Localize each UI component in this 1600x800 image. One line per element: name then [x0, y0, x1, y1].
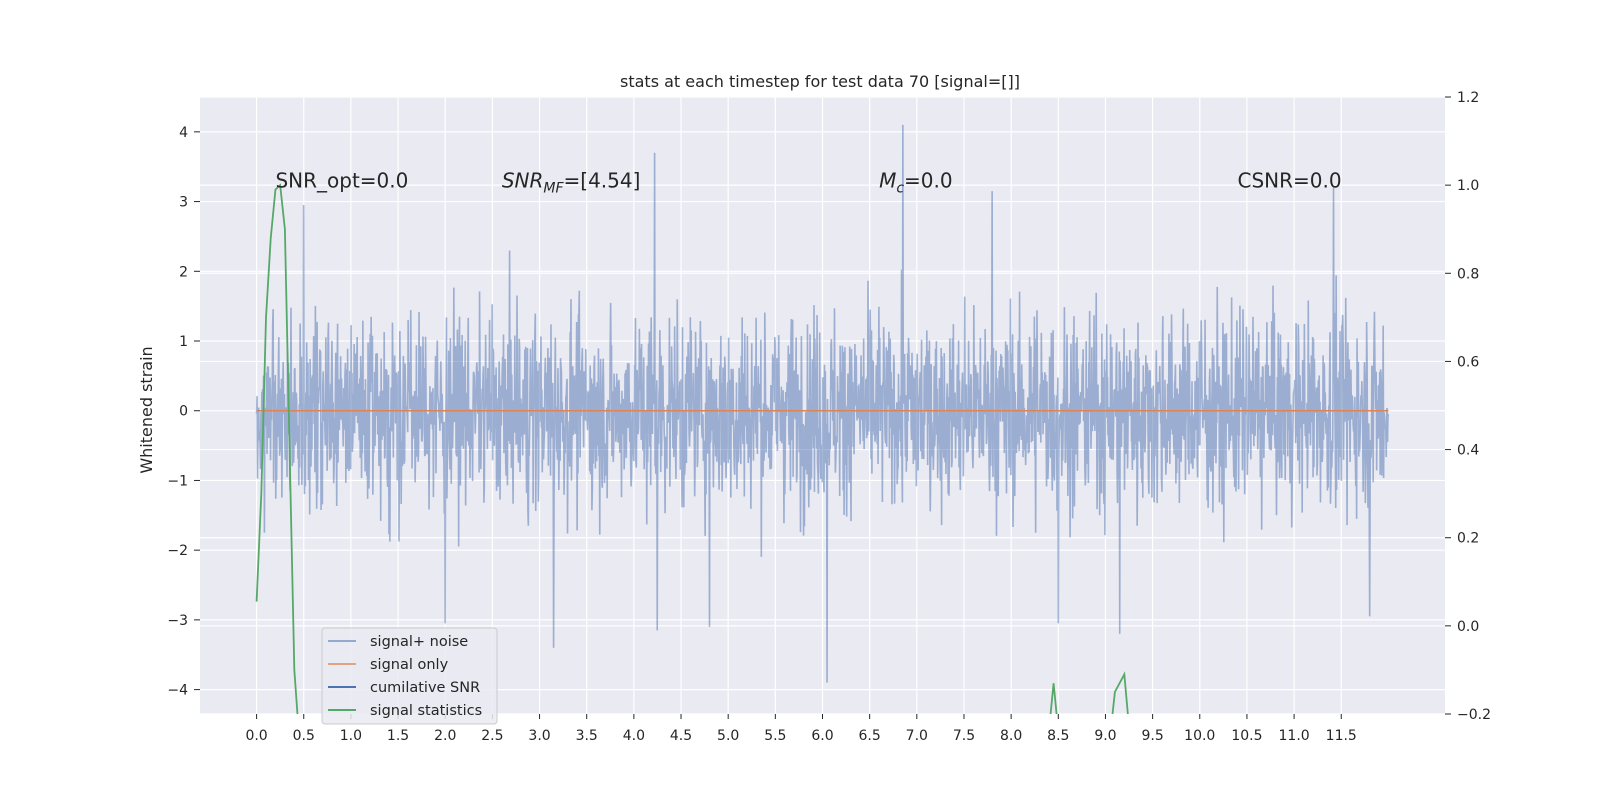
legend-box: [321, 627, 498, 725]
annotation-text: SNRMF=[4.54]: [502, 169, 641, 197]
x-tick-label: 8.5: [1047, 728, 1069, 744]
signal-noise-series: [255, 124, 1390, 683]
x-tick-label: 2.5: [481, 728, 503, 744]
x-tick-label: 8.0: [1000, 728, 1022, 744]
x-tick-label: 7.5: [953, 728, 975, 744]
x-tick-label: 5.0: [717, 728, 739, 744]
x-tick-label: 11.5: [1326, 728, 1357, 744]
y2-tick-label: 0.4: [1457, 443, 1479, 459]
y2-tick-label: 1.0: [1457, 178, 1479, 194]
x-tick-label: 5.5: [764, 728, 786, 744]
x-tick-label: 1.5: [387, 728, 409, 744]
y-tick-label: 2: [179, 264, 188, 280]
legend-entry: signal+ noise: [370, 634, 468, 650]
legend-entry: signal only: [370, 657, 449, 673]
x-tick-label: 4.5: [670, 728, 692, 744]
y-tick-label: 1: [179, 334, 188, 350]
signal-statistics-series: [255, 183, 299, 714]
y2-tick-label: 1.2: [1457, 90, 1479, 106]
y-tick-label: −1: [167, 473, 188, 489]
y-axis-label: Whitened strain: [137, 346, 156, 473]
annotation-text: Mc=0.0: [879, 169, 953, 197]
x-tick-label: 10.0: [1184, 728, 1215, 744]
y2-tick-label: 0.8: [1457, 266, 1479, 282]
y2-tick-label: −0.2: [1457, 707, 1491, 723]
x-tick-label: 6.5: [859, 728, 881, 744]
x-tick-label: 6.0: [811, 728, 833, 744]
y-tick-label: 4: [179, 125, 188, 141]
y-tick-label: −2: [167, 543, 188, 559]
x-tick-label: 9.5: [1141, 728, 1163, 744]
chart-title: stats at each timestep for test data 70 …: [620, 72, 1020, 91]
x-tick-label: 0.0: [245, 728, 267, 744]
x-tick-label: 3.5: [576, 728, 598, 744]
plot-area: [255, 124, 1390, 714]
y2-tick-label: 0.2: [1457, 531, 1479, 547]
y-tick-label: 3: [179, 195, 188, 211]
legend-entry: signal statistics: [370, 703, 482, 719]
signal-statistics-series-segment: [1049, 671, 1129, 714]
y-tick-label: −4: [167, 683, 188, 699]
annotation-text: SNR_opt=0.0: [275, 169, 408, 193]
x-tick-label: 1.0: [340, 728, 362, 744]
x-tick-label: 9.0: [1094, 728, 1116, 744]
annotation-text: CSNR=0.0: [1238, 169, 1342, 193]
x-tick-label: 3.0: [528, 728, 550, 744]
y2-tick-label: 0.0: [1457, 619, 1479, 635]
legend-entry: cumilative SNR: [370, 680, 480, 696]
y-tick-label: 0: [179, 404, 188, 420]
y2-tick-label: 0.6: [1457, 354, 1479, 370]
x-tick-label: 2.0: [434, 728, 456, 744]
x-tick-label: 7.0: [906, 728, 928, 744]
x-tick-label: 4.0: [623, 728, 645, 744]
x-tick-label: 0.5: [293, 728, 315, 744]
x-tick-label: 10.5: [1231, 728, 1262, 744]
x-tick-label: 11.0: [1279, 728, 1310, 744]
y-tick-label: −3: [167, 613, 188, 629]
